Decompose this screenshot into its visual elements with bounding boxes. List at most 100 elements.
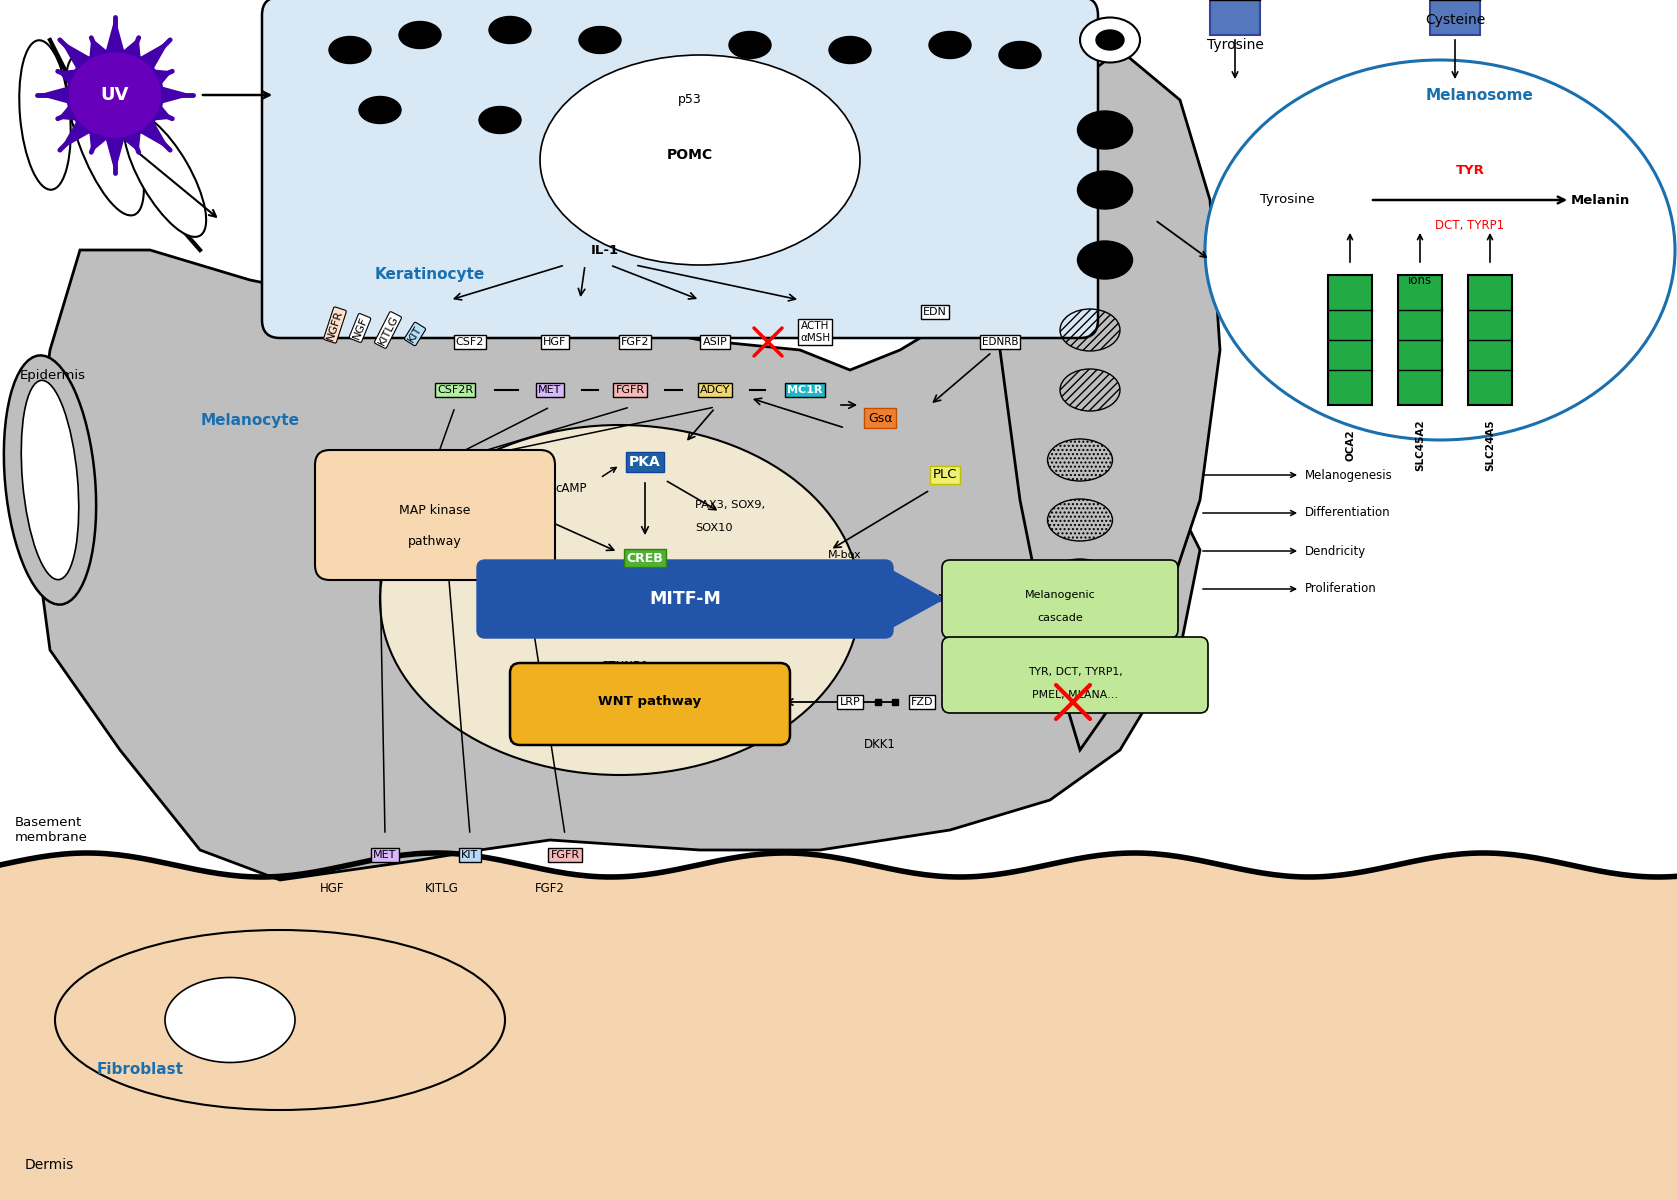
Text: Melanogenic: Melanogenic	[1025, 590, 1095, 600]
Bar	[1430, 0, 1481, 35]
Text: PAX3, SOX9,: PAX3, SOX9,	[694, 500, 765, 510]
FancyBboxPatch shape	[262, 0, 1098, 338]
Text: MAP kinase: MAP kinase	[399, 504, 471, 516]
Ellipse shape	[828, 36, 870, 64]
Text: Cysteine: Cysteine	[1425, 13, 1486, 26]
Text: IL-1: IL-1	[590, 244, 619, 257]
Polygon shape	[37, 17, 193, 173]
Text: Proliferation: Proliferation	[1305, 582, 1377, 595]
Text: pathway: pathway	[408, 535, 461, 548]
Ellipse shape	[490, 17, 532, 43]
Text: Melanin: Melanin	[1570, 193, 1630, 206]
Text: FGF2: FGF2	[535, 882, 565, 894]
Text: KITLG: KITLG	[376, 313, 399, 347]
Text: M-box: M-box	[828, 550, 862, 560]
Text: KIT: KIT	[461, 850, 478, 860]
Text: Gsα: Gsα	[867, 412, 892, 425]
Text: Dendricity: Dendricity	[1305, 545, 1367, 558]
Text: DKK1: DKK1	[864, 738, 896, 751]
Text: Dermis: Dermis	[25, 1158, 74, 1172]
Ellipse shape	[164, 978, 295, 1062]
Ellipse shape	[999, 42, 1041, 68]
Bar	[1467, 275, 1513, 406]
Text: HGF: HGF	[543, 337, 567, 347]
Text: TYR, DCT, TYRP1,: TYR, DCT, TYRP1,	[1028, 667, 1122, 677]
Text: Epidermis: Epidermis	[20, 368, 86, 382]
Ellipse shape	[381, 425, 860, 775]
Text: MET: MET	[538, 385, 562, 395]
Ellipse shape	[480, 107, 522, 133]
Polygon shape	[885, 566, 946, 632]
Text: WNT pathway: WNT pathway	[599, 696, 701, 708]
Text: Keratinocyte: Keratinocyte	[376, 268, 485, 282]
Ellipse shape	[729, 31, 771, 59]
FancyBboxPatch shape	[942, 560, 1177, 638]
Text: cascade: cascade	[1036, 613, 1083, 623]
Text: Differentiation: Differentiation	[1305, 506, 1390, 520]
Ellipse shape	[3, 355, 96, 605]
Text: OCA2: OCA2	[1345, 430, 1355, 461]
Text: FGFR: FGFR	[550, 850, 580, 860]
Ellipse shape	[1080, 18, 1140, 62]
Bar	[1399, 275, 1442, 406]
Text: PMEL, MLANA…: PMEL, MLANA…	[1031, 690, 1119, 700]
Bar	[1211, 0, 1259, 35]
Text: KITLG: KITLG	[424, 882, 459, 894]
Ellipse shape	[65, 54, 144, 216]
Ellipse shape	[1206, 60, 1675, 440]
Ellipse shape	[929, 31, 971, 59]
Ellipse shape	[67, 50, 163, 139]
Text: HGF: HGF	[320, 882, 344, 894]
Ellipse shape	[1078, 170, 1132, 209]
FancyBboxPatch shape	[315, 450, 555, 580]
Text: FZD: FZD	[911, 697, 932, 707]
Text: CSF2R: CSF2R	[438, 385, 473, 395]
Text: ACTH
αMSH: ACTH αMSH	[800, 322, 830, 343]
Text: ASIP: ASIP	[703, 337, 728, 347]
FancyBboxPatch shape	[942, 637, 1207, 713]
Bar	[1328, 275, 1372, 406]
Polygon shape	[999, 50, 1219, 750]
Text: NGF: NGF	[350, 316, 369, 341]
Text: FGFR: FGFR	[615, 385, 644, 395]
Text: FGF2: FGF2	[620, 337, 649, 347]
Text: Melanogenesis: Melanogenesis	[1305, 468, 1394, 481]
Text: EDNRB: EDNRB	[981, 337, 1018, 347]
Text: CSF2: CSF2	[456, 337, 485, 347]
Text: PKA: PKA	[629, 455, 661, 469]
Ellipse shape	[359, 96, 401, 124]
Ellipse shape	[18, 41, 70, 190]
Polygon shape	[30, 250, 1201, 880]
Text: NGFR: NGFR	[325, 308, 344, 341]
Text: SOX10: SOX10	[694, 523, 733, 533]
Text: UV: UV	[101, 86, 129, 104]
Text: KIT: KIT	[406, 324, 424, 344]
Text: SLC24A5: SLC24A5	[1486, 419, 1494, 470]
Text: Basement
membrane: Basement membrane	[15, 816, 87, 844]
FancyBboxPatch shape	[476, 560, 892, 638]
Text: ions: ions	[1409, 274, 1432, 287]
Text: cAMP: cAMP	[555, 481, 587, 494]
Text: WNT1/WNT3: WNT1/WNT3	[1125, 696, 1199, 708]
Ellipse shape	[579, 26, 620, 54]
Text: Fibroblast: Fibroblast	[97, 1062, 183, 1078]
Ellipse shape	[1078, 241, 1132, 278]
Polygon shape	[0, 853, 1677, 1200]
Text: Tyrosine: Tyrosine	[1259, 193, 1315, 206]
Text: EDN: EDN	[922, 307, 948, 317]
Text: TYR: TYR	[1456, 163, 1484, 176]
Text: Melanocyte: Melanocyte	[201, 413, 300, 427]
Text: LRP: LRP	[840, 697, 860, 707]
Ellipse shape	[1078, 110, 1132, 149]
Text: DCT, TYRP1: DCT, TYRP1	[1436, 218, 1504, 232]
Text: MITF-M: MITF-M	[649, 589, 721, 607]
FancyBboxPatch shape	[510, 662, 790, 745]
Text: POMC: POMC	[667, 148, 713, 162]
Ellipse shape	[399, 22, 441, 48]
Text: Tyrosine: Tyrosine	[1206, 38, 1263, 52]
Text: CRE: CRE	[574, 578, 597, 592]
Text: p53: p53	[678, 94, 703, 107]
Text: MC1R: MC1R	[787, 385, 823, 395]
Text: ADCY: ADCY	[699, 385, 729, 395]
Ellipse shape	[22, 380, 79, 580]
